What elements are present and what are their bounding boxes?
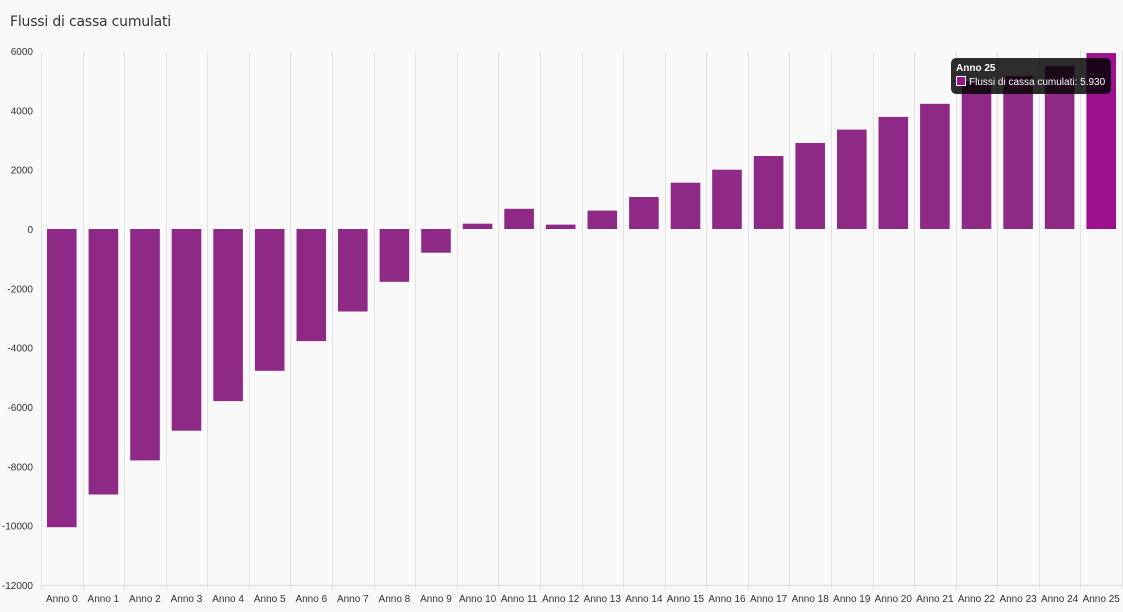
bar	[670, 182, 701, 229]
y-tick-label: -2000	[7, 284, 33, 295]
x-tick-label: Anno 0	[46, 594, 78, 605]
bar	[213, 229, 243, 402]
bar	[504, 208, 534, 229]
x-tick-label: Anno 12	[542, 594, 580, 605]
y-tick-label: -10000	[2, 522, 34, 533]
y-tick-label: -4000	[7, 344, 33, 355]
x-tick-label: Anno 17	[750, 594, 788, 605]
y-tick-label: -6000	[7, 403, 33, 414]
x-tick-label: Anno 5	[254, 594, 286, 605]
x-tick-label: Anno 18	[792, 594, 830, 605]
tooltip: Anno 25 Flussi di cassa cumulati: 5.930	[951, 58, 1112, 94]
bar	[1003, 76, 1033, 229]
x-tick-label: Anno 1	[88, 594, 120, 605]
bar	[795, 143, 825, 229]
bar	[296, 229, 327, 342]
bar	[130, 229, 160, 461]
bar	[878, 116, 909, 229]
x-tick-label: Anno 10	[459, 594, 497, 605]
x-tick-label: Anno 7	[337, 594, 369, 605]
x-tick-label: Anno 16	[708, 594, 746, 605]
x-tick-label: Anno 13	[584, 594, 622, 605]
bar	[545, 224, 576, 229]
bar	[338, 229, 368, 312]
y-tick-label: 0	[27, 225, 33, 236]
bar	[587, 210, 618, 229]
y-tick-label: -12000	[2, 581, 34, 592]
x-tick-label: Anno 3	[171, 594, 203, 605]
bar	[629, 197, 659, 229]
x-tick-label: Anno 23	[999, 594, 1037, 605]
x-tick-label: Anno 9	[420, 594, 452, 605]
y-tick-label: 2000	[11, 166, 34, 177]
x-tick-label: Anno 11	[501, 594, 538, 605]
bar	[462, 223, 493, 229]
x-tick-label: Anno 24	[1041, 594, 1079, 605]
y-tick-label: -8000	[7, 462, 33, 473]
bar	[379, 229, 410, 282]
bar	[171, 229, 202, 431]
x-tick-label: Anno 21	[916, 594, 954, 605]
bar	[753, 156, 784, 229]
x-tick-label: Anno 8	[379, 594, 411, 605]
x-tick-label: Anno 4	[212, 594, 244, 605]
y-tick-label: 6000	[11, 47, 34, 58]
bar	[837, 129, 867, 229]
x-tick-label: Anno 20	[875, 594, 913, 605]
tooltip-swatch	[956, 76, 966, 86]
chart-title: Flussi di cassa cumulati	[10, 14, 171, 30]
bar	[88, 229, 119, 495]
y-tick-label: 4000	[11, 106, 34, 117]
bar	[920, 103, 950, 229]
tooltip-title: Anno 25	[956, 63, 996, 74]
bar	[254, 229, 285, 371]
x-tick-label: Anno 6	[295, 594, 327, 605]
x-tick-label: Anno 14	[625, 594, 663, 605]
bar	[421, 229, 451, 253]
bar	[961, 81, 992, 229]
x-tick-label: Anno 2	[129, 594, 161, 605]
x-tick-label: Anno 15	[667, 594, 705, 605]
x-tick-label: Anno 19	[833, 594, 871, 605]
x-tick-label: Anno 22	[958, 594, 996, 605]
x-tick-label: Anno 25	[1083, 594, 1121, 605]
tooltip-row: Flussi di cassa cumulati: 5.930	[956, 76, 1105, 90]
bar	[712, 169, 742, 229]
tooltip-text: Flussi di cassa cumulati: 5.930	[969, 77, 1106, 88]
bar	[47, 229, 77, 528]
